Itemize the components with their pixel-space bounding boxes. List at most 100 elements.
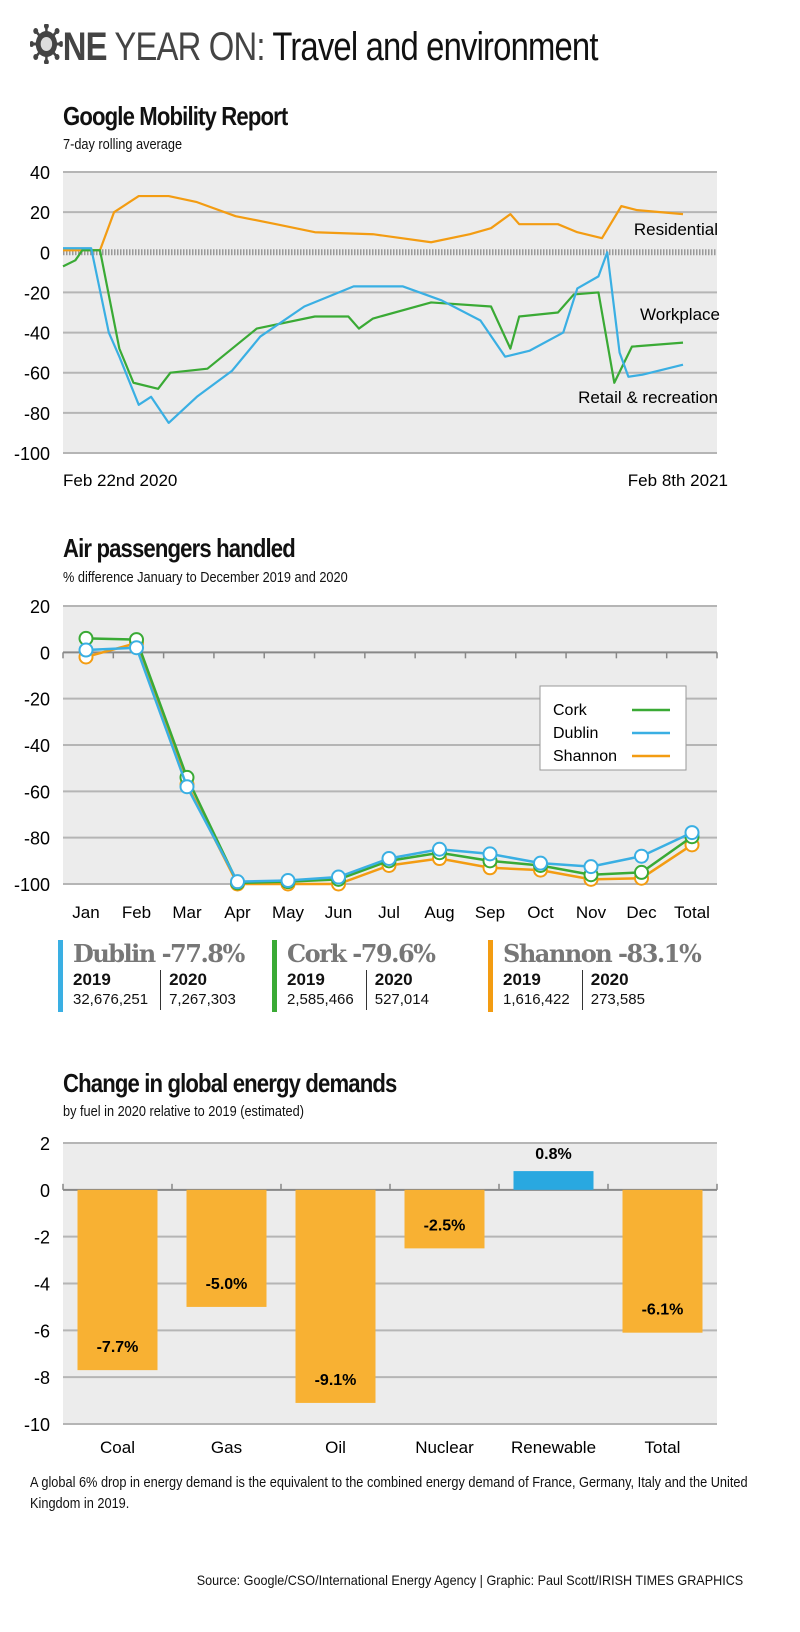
energy-subtitle: by fuel in 2020 relative to 2019 (estima…: [63, 1103, 304, 1120]
x-tick-label: Jul: [378, 903, 400, 922]
y-tick-label: -4: [34, 1275, 50, 1295]
footnote: A global 6% drop in energy demand is the…: [30, 1475, 748, 1512]
x-tick-label: Jun: [325, 903, 352, 922]
data-point-dublin: [533, 855, 548, 871]
y-tick-label: 2: [40, 1134, 50, 1154]
x-tick-label: Gas: [211, 1438, 242, 1457]
y-tick-label: -2: [34, 1228, 50, 1248]
y-tick-label: -100: [14, 875, 50, 895]
plot-background: [63, 172, 717, 453]
data-point-dublin: [78, 642, 94, 658]
stat-value: 273,585: [590, 991, 645, 1008]
x-start-label: Feb 22nd 2020: [63, 471, 177, 490]
y-tick-label: 0: [40, 643, 50, 663]
bar-value-label: -6.1%: [642, 1302, 684, 1319]
airport-stat-title: Shannon -83.1%: [503, 939, 702, 968]
data-point-dublin: [280, 873, 296, 889]
title-mid: YEAR ON:: [106, 25, 265, 69]
x-tick-label: Jan: [72, 903, 99, 922]
data-point-dublin: [129, 640, 144, 656]
series-line-workplace: [62, 249, 684, 390]
legend-label: Cork: [553, 702, 588, 719]
title-bold: NE: [62, 25, 108, 69]
series-line-residential: [63, 194, 684, 252]
y-tick-label: -80: [24, 404, 50, 424]
y-tick-label: -60: [24, 782, 50, 802]
airport-stat: Dublin -77.8% 2019 32,676,251 2020 7,267,3…: [58, 940, 248, 1012]
y-tick-label: -8: [34, 1368, 50, 1388]
mobility-title: Google Mobility Report: [63, 101, 288, 131]
x-tick-label: May: [272, 903, 305, 922]
data-point-dublin: [432, 841, 447, 857]
main-title: NE YEAR ON: Travel and environment: [29, 23, 598, 70]
y-tick-label: 20: [30, 597, 50, 617]
y-tick-label: 0: [40, 1181, 50, 1201]
x-end-label: Feb 8th 2021: [628, 471, 728, 490]
bar-value-label: -9.1%: [315, 1372, 357, 1389]
y-tick-label: -60: [24, 364, 50, 384]
mobility-chart: 40 20 0 -20 -40 -60 -80 -100 Residential Workplac…: [14, 163, 728, 490]
energy-title: Change in global energy demands: [63, 1068, 397, 1098]
mobility-subtitle: 7-day rolling average: [63, 136, 183, 153]
air-title: Air passengers handled: [63, 533, 296, 563]
x-tick-label: Aug: [424, 903, 454, 922]
y-tick-label: -80: [24, 829, 50, 849]
virus-icon: [29, 23, 64, 65]
y-tick-label: -10: [24, 1415, 50, 1435]
series-label: Workplace: [640, 305, 720, 324]
y-tick-label: 20: [30, 203, 50, 223]
air-subtitle: % difference January to December 2019 an…: [63, 569, 348, 586]
series-label: Residential: [634, 220, 718, 239]
stat-year: 2020: [169, 970, 207, 989]
stat-value: 2,585,466: [287, 991, 354, 1008]
data-point-dublin: [381, 851, 397, 867]
bar-oil: [295, 1189, 376, 1403]
data-point-cork: [634, 864, 649, 880]
bar-value-label: -2.5%: [424, 1217, 466, 1234]
x-tick-label: Renewable: [511, 1438, 596, 1457]
y-tick-label: -40: [24, 324, 50, 344]
x-tick-label: Total: [645, 1438, 681, 1457]
x-tick-label: Nuclear: [415, 1438, 474, 1457]
x-tick-label: Dec: [626, 903, 657, 922]
bar-value-label: -5.0%: [206, 1276, 248, 1293]
series-line-retail-recreation: [63, 247, 684, 424]
data-point-dublin: [331, 869, 346, 885]
source-credit: Source: Google/CSO/International Energy …: [196, 1572, 743, 1588]
series-label: Retail & recreation: [578, 388, 718, 407]
bar-renewable: [513, 1171, 594, 1190]
bar-coal: [77, 1189, 158, 1371]
x-tick-label: Total: [674, 903, 710, 922]
data-point-dublin: [482, 846, 498, 862]
airport-stat: Cork -79.6% 2019 2,585,466 2020 527,014: [272, 940, 441, 1012]
x-tick-label: Nov: [576, 903, 607, 922]
data-point-dublin: [634, 848, 649, 864]
x-tick-label: Feb: [122, 903, 151, 922]
x-tick-label: Oil: [325, 1438, 346, 1457]
bar-nuclear: [404, 1189, 485, 1249]
stat-value: 7,267,303: [169, 991, 236, 1008]
bar-gas: [186, 1189, 267, 1307]
y-tick-label: -100: [14, 444, 50, 464]
y-tick-label: -20: [24, 283, 50, 303]
airport-stat-title: Cork -79.6%: [287, 939, 436, 968]
stat-value: 32,676,251: [73, 991, 149, 1008]
data-point-dublin: [179, 779, 195, 795]
legend-label: Dublin: [553, 725, 598, 742]
y-tick-label: 40: [30, 163, 50, 183]
x-tick-label: Mar: [172, 903, 202, 922]
y-tick-label: -20: [24, 690, 50, 710]
stat-year: 2020: [374, 970, 413, 989]
energy-chart: 2 0 -2 -4 -6 -8 -10 -7.7% Coal -5.0% Gas -9.1% Oil -2…: [24, 1134, 718, 1457]
y-tick-label: 0: [40, 243, 50, 263]
bar-value-label: -7.7%: [97, 1339, 139, 1356]
bar-value-label: 0.8%: [535, 1146, 571, 1163]
legend-label: Shannon: [553, 748, 617, 765]
y-tick-label: -6: [34, 1321, 50, 1341]
data-point-dublin: [684, 825, 700, 841]
airport-stat: Shannon -83.1% 2019 1,616,422 2020 273,585: [488, 939, 702, 1012]
bar-total: [622, 1189, 703, 1333]
air-chart: 20 0 -20 -40 -60 -80 -100 Jan Feb Mar Apr May Jun Jul…: [14, 597, 718, 922]
x-tick-label: Apr: [224, 903, 251, 922]
data-point-dublin: [583, 859, 599, 875]
